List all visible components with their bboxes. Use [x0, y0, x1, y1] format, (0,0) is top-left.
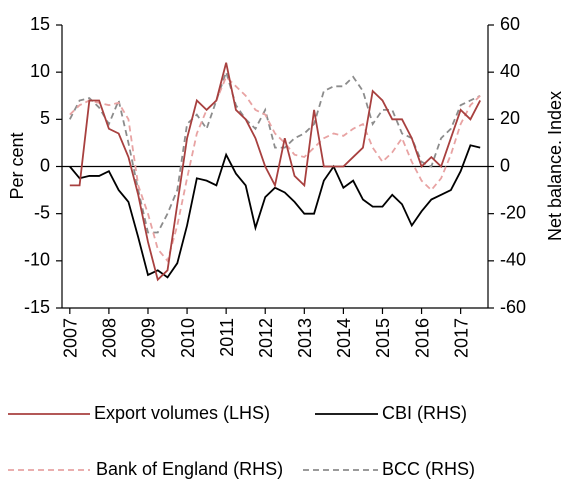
x-tick-label: 2011 [217, 318, 237, 357]
legend-label: Bank of England (RHS) [96, 459, 283, 479]
y-axis-title: Per cent [7, 132, 27, 199]
y-tick-label: -15 [24, 297, 50, 317]
x-tick-label: 2015 [373, 318, 393, 358]
x-tick-label: 2007 [61, 318, 81, 358]
x-tick-label: 2014 [334, 318, 354, 358]
y2-tick-label: 20 [500, 108, 520, 128]
legend-label: BCC (RHS) [382, 459, 475, 479]
x-tick-label: 2017 [451, 318, 471, 358]
series-line [69, 144, 481, 279]
y2-tick-label: 0 [500, 155, 510, 175]
x-tick-label: 2016 [412, 318, 432, 358]
series-line [69, 75, 481, 263]
y-tick-label: 15 [30, 14, 50, 34]
x-tick-label: 2012 [256, 318, 276, 358]
x-tick-label: 2010 [178, 318, 198, 358]
y-tick-label: -10 [24, 250, 50, 270]
y2-axis-title: Net balance. Index [545, 91, 565, 241]
x-tick-label: 2009 [139, 318, 159, 358]
y2-tick-label: 60 [500, 14, 520, 34]
y2-tick-label: -60 [500, 297, 526, 317]
legend-label: Export volumes (LHS) [94, 403, 270, 423]
y-tick-label: 5 [40, 108, 50, 128]
y2-tick-label: 40 [500, 61, 520, 81]
x-tick-label: 2008 [100, 318, 120, 358]
y-tick-label: -5 [34, 202, 50, 222]
series-line [69, 62, 481, 282]
x-tick-label: 2013 [295, 318, 315, 358]
y2-tick-label: -40 [500, 250, 526, 270]
y-tick-label: 0 [40, 155, 50, 175]
y2-tick-label: -20 [500, 202, 526, 222]
series-line [69, 69, 481, 234]
y-tick-label: 10 [30, 61, 50, 81]
legend-label: CBI (RHS) [382, 403, 467, 423]
